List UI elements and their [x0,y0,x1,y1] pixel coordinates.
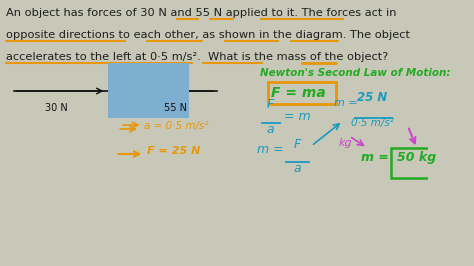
Text: F: F [294,138,301,151]
Bar [0,0,428,136]
Text: F = ma: F = ma [271,86,326,100]
Text: a: a [294,162,301,175]
Text: 50 kg: 50 kg [397,151,436,164]
Bar [108,63,190,118]
Text: a: a [267,123,274,136]
Text: F = 25 N: F = 25 N [147,146,201,156]
Text: Newton's Second Law of Motion:: Newton's Second Law of Motion: [260,68,450,78]
Text: a = 0·5 m/s²: a = 0·5 m/s² [145,121,209,131]
Text: opposite directions to each other, as shown in the diagram. The object: opposite directions to each other, as sh… [6,30,410,40]
Text: = m: = m [284,110,311,123]
Text: m =: m = [334,98,357,108]
Text: 55 N: 55 N [164,103,187,113]
Bar [268,82,336,104]
Text: m =: m = [257,143,284,156]
Text: 30 N: 30 N [45,103,67,113]
Text: 25 N: 25 N [357,91,388,104]
Text: An object has forces of 30 N and 55 N applied to it. The forces act in: An object has forces of 30 N and 55 N ap… [6,8,397,18]
Text: m =: m = [361,151,389,164]
Text: 0·5 m/s²: 0·5 m/s² [351,118,394,128]
Text: kg: kg [339,138,352,148]
Text: accelerates to the left at 0·5 m/s².  What is the mass of the object?: accelerates to the left at 0·5 m/s². Wha… [6,52,389,62]
Bar [391,148,445,178]
Text: F: F [267,98,274,111]
